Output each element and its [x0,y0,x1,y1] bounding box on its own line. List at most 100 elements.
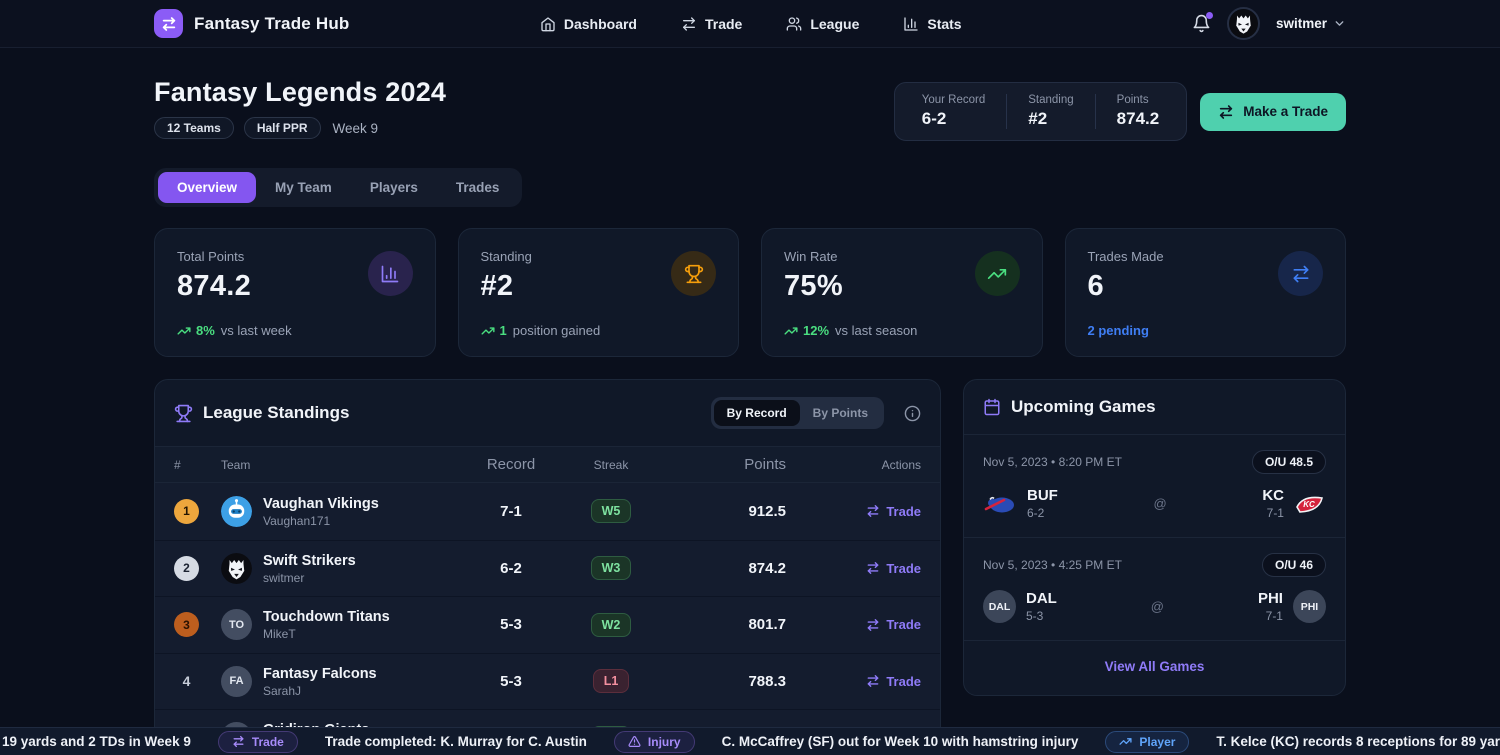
stat-card-value: #2 [480,270,514,302]
total-points-card: Total Points 874.2 8% vs last week [154,228,436,357]
table-row[interactable]: 4 FA Fantasy Falcons SarahJ 5-3 L1 788.3… [155,652,940,709]
team-record: 6-2 [1027,506,1045,520]
team-owner: SarahJ [263,683,302,698]
info-icon[interactable] [904,405,921,422]
week-label: Week 9 [332,120,379,136]
nav-item-dashboard[interactable]: Dashboard [540,16,637,32]
tab-overview[interactable]: Overview [158,172,257,203]
win-rate-card: Win Rate 75% 12% vs last season [761,228,1043,357]
news-ticker[interactable]: 19 yards and 2 TDs in Week 9 Trade Trade… [0,727,1500,755]
points-cell: 912.5 [748,502,786,520]
make-a-trade-button[interactable]: Make a Trade [1200,92,1346,131]
make-a-trade-label: Make a Trade [1243,104,1328,119]
stat-card-value: 75% [784,270,843,302]
streak-badge-win: W2 [590,612,632,637]
table-row[interactable]: 1 Vaughan Vikings Vaughan171 7-1 W5 912.… [155,483,940,540]
team-name: Fantasy Falcons [263,665,377,682]
team-abbr: BUF [1027,487,1058,504]
standings-table-body: 1 Vaughan Vikings Vaughan171 7-1 W5 912.… [155,483,940,755]
record-summary-card: Your Record 6-2 Standing #2 Points 874.2 [893,82,1188,141]
sort-by-record-button[interactable]: By Record [713,400,800,426]
away-team: DAL DAL 5-3 [983,590,1057,623]
column-header-actions: Actions [881,457,921,472]
team-avatar [221,552,252,584]
stat-label: Points [1116,94,1149,106]
ticker-item-text: Trade completed: K. Murray for C. Austin [324,734,587,749]
streak-badge-win: W5 [590,499,632,524]
warning-triangle-icon [628,736,641,747]
team-logo-circle: DAL [983,590,1016,623]
standings-title: League Standings [203,403,350,422]
calendar-icon [983,398,1001,416]
trend-up-indicator: 1 [480,323,507,338]
notifications-button[interactable] [1192,12,1213,33]
trade-button[interactable]: Trade [866,561,921,576]
points-cell: 788.3 [748,672,786,690]
game-card[interactable]: Nov 5, 2023 • 8:20 PM ET O/U 48.5 BUF 6-… [964,435,1345,538]
column-header-points: Points [744,456,786,473]
league-standings-panel: League Standings By Record By Points # T… [154,379,941,755]
home-icon [540,16,556,32]
chiefs-logo-icon: KC [1294,492,1326,516]
page-title: Fantasy Legends 2024 [154,77,447,107]
user-avatar[interactable] [1226,7,1260,40]
injury-badge: Injury [613,730,695,753]
trend-suffix: position gained [512,323,601,338]
trade-badge: Trade [217,730,298,753]
rank-badge-bronze: 3 [174,612,199,638]
trending-up-icon [784,326,798,335]
trophy-icon [671,251,716,296]
streak-badge-loss: L1 [592,669,630,694]
brand[interactable]: Fantasy Trade Hub [154,9,350,38]
swap-arrows-icon [681,16,697,32]
stat-card-value: 6 [1087,270,1104,302]
bar-chart-icon [367,251,413,296]
stat-value: #2 [1028,109,1048,128]
chevron-down-icon [1333,17,1346,30]
team-abbr: DAL [1026,590,1057,607]
column-header-rank: # [174,457,181,472]
swap-arrows-icon [867,505,879,518]
trade-button[interactable]: Trade [866,504,921,519]
streak-badge-win: W3 [590,556,632,581]
teams-count-badge: 12 Teams [154,117,234,139]
trending-up-icon [480,326,495,335]
trade-button[interactable]: Trade [866,617,921,632]
pending-trades-link[interactable]: 2 pending [1087,323,1149,338]
username: switmer [1275,16,1327,31]
nav-item-trade[interactable]: Trade [681,16,742,32]
users-icon [786,16,802,32]
team-avatar [221,495,252,527]
nav-item-stats[interactable]: Stats [903,16,962,32]
stat-card-label: Trades Made [1087,249,1164,264]
game-datetime: Nov 5, 2023 • 4:25 PM ET [983,558,1122,572]
rank-badge-silver: 2 [174,555,199,581]
tab-trades[interactable]: Trades [437,172,519,203]
upcoming-games-title: Upcoming Games [1011,397,1156,416]
team-owner: Vaughan171 [263,513,331,528]
trend-suffix: vs last week [220,323,292,338]
stat-value: 874.2 [1116,109,1160,128]
bell-icon [1193,14,1210,33]
points-cell: 874.2 [748,559,786,577]
column-header-record: Record [486,456,536,473]
table-row[interactable]: 2 Swift Strikers switmer 6-2 W3 874.2 Tr… [155,539,940,596]
nav-item-league[interactable]: League [786,16,859,32]
tab-players[interactable]: Players [351,172,437,203]
bills-logo-icon [983,492,1017,516]
team-avatar-initials: FA [221,665,252,697]
ticker-item-text: T. Kelce (KC) records 8 receptions for 8… [1216,734,1500,749]
trending-up-icon [177,326,191,335]
nav-item-label: Trade [704,15,743,32]
trades-made-card: Trades Made 6 2 pending [1064,228,1346,357]
team-abbr: PHI [1257,590,1283,607]
tab-my-team[interactable]: My Team [256,172,351,203]
team-abbr: KC [1262,487,1284,504]
table-row[interactable]: 3 TO Touchdown Titans MikeT 5-3 W2 801.7… [155,596,940,653]
game-card[interactable]: Nov 5, 2023 • 4:25 PM ET O/U 46 DAL DAL … [964,538,1345,641]
user-menu[interactable]: switmer [1276,16,1346,31]
sort-by-points-button[interactable]: By Points [800,400,881,426]
trade-button[interactable]: Trade [866,674,921,689]
view-all-games-link[interactable]: View All Games [1104,659,1205,674]
team-avatar-initials: TO [221,609,252,641]
